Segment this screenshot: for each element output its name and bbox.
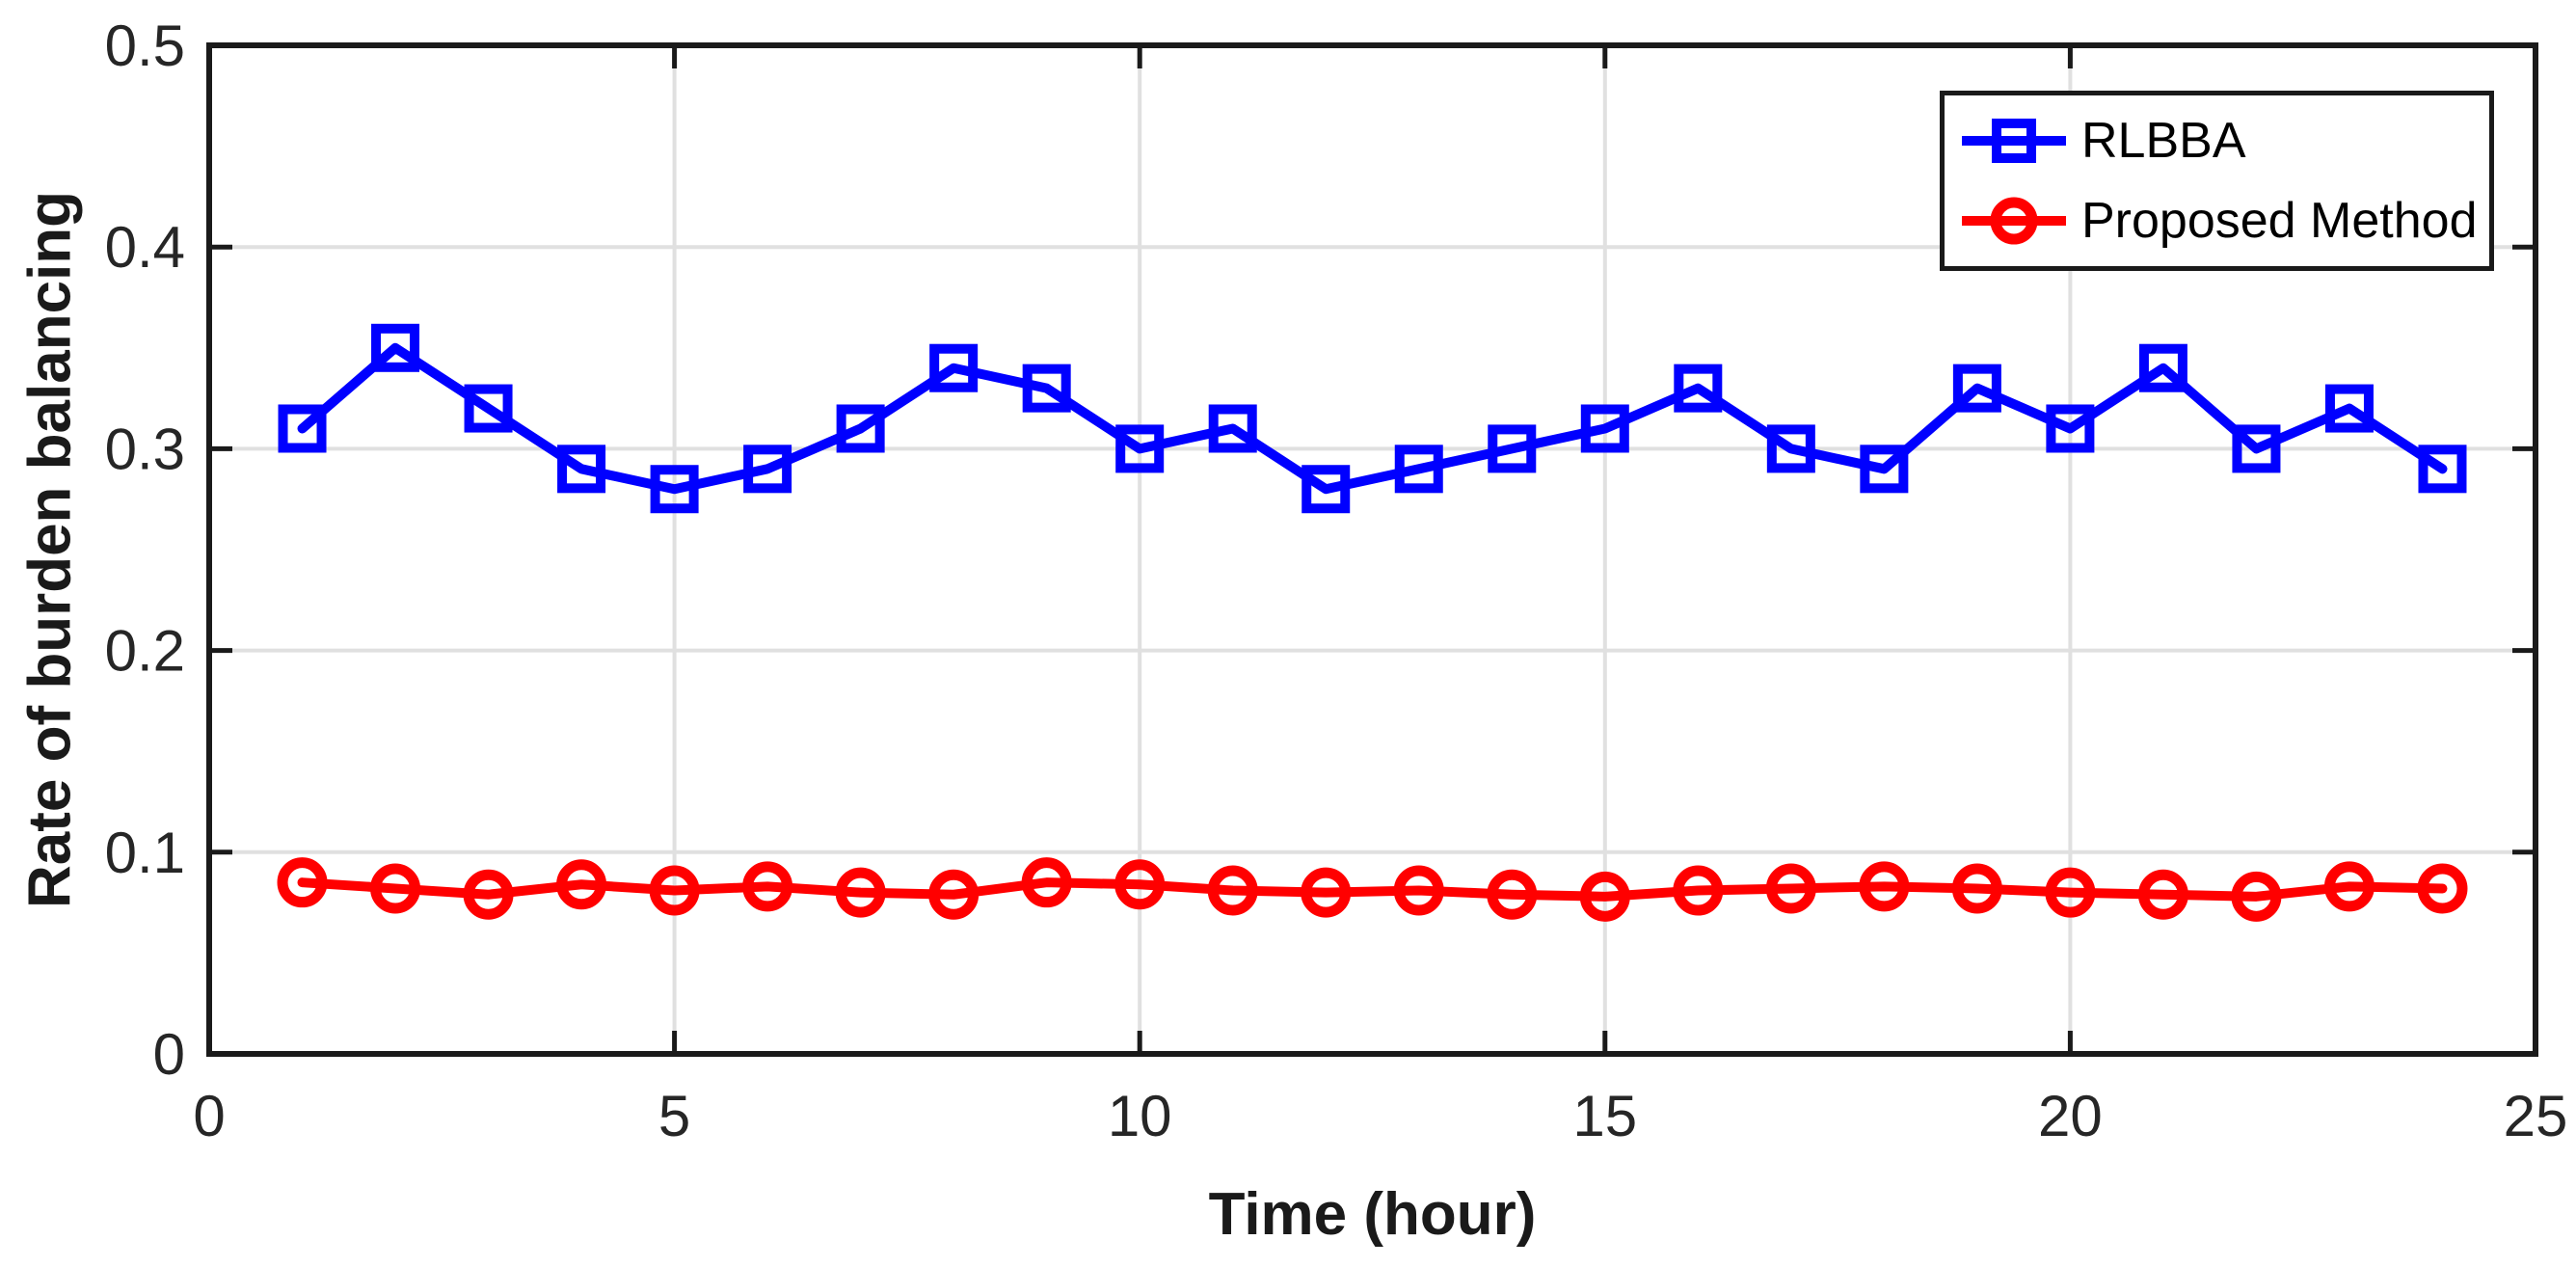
data-point-square	[1115, 424, 1165, 473]
data-point-circle	[1765, 863, 1816, 914]
y-tick-label: 0.5	[105, 13, 185, 78]
y-tick-label: 0.3	[105, 417, 185, 481]
data-point-circle	[649, 865, 700, 916]
data-point-square	[1766, 424, 1815, 473]
legend-entry-rlbba: RLBBA	[1960, 102, 2489, 179]
data-point-square	[650, 465, 699, 514]
data-point-square	[1394, 445, 1443, 494]
data-point-square	[464, 384, 513, 433]
series-line-circle	[297, 877, 2448, 902]
circle-marker-icon	[1962, 197, 2066, 245]
data-point-square	[2232, 424, 2281, 473]
legend-label: RLBBA	[2081, 113, 2246, 169]
series-line-square	[297, 342, 2448, 495]
data-point-square	[1208, 404, 1257, 453]
data-point-square	[2138, 343, 2187, 392]
x-tick-label: 0	[193, 1084, 225, 1148]
x-tick-label: 10	[1108, 1084, 1172, 1148]
data-point-circle	[835, 867, 886, 918]
data-point-square	[1952, 364, 2001, 413]
x-axis-label: Time (hour)	[1208, 1181, 1537, 1248]
data-point-square	[1674, 364, 1723, 413]
y-axis-label: Rate of burden balancing	[16, 190, 84, 909]
data-point-circle	[370, 863, 421, 914]
y-tick-label: 0	[153, 1022, 185, 1087]
y-tick-label: 0.1	[105, 821, 185, 885]
data-point-square	[557, 445, 606, 494]
x-tick-label: 15	[1572, 1084, 1637, 1148]
data-point-square	[1488, 424, 1537, 473]
data-point-circle	[1487, 869, 1538, 920]
data-point-square	[1580, 404, 1629, 453]
axes-box	[206, 42, 2538, 1057]
y-tick-label: 0.4	[105, 215, 185, 280]
data-point-circle	[742, 861, 793, 912]
data-point-circle	[1579, 871, 1630, 922]
data-point-circle	[1114, 859, 1166, 910]
data-point-circle	[556, 859, 607, 910]
data-point-circle	[277, 857, 328, 908]
data-point-square	[2418, 445, 2467, 494]
data-point-circle	[2045, 867, 2096, 918]
data-point-square	[929, 343, 979, 392]
data-point-square	[2324, 384, 2374, 433]
data-point-circle	[1951, 863, 2002, 914]
y-tick-label: 0.2	[105, 619, 185, 684]
data-point-square	[1860, 445, 1909, 494]
legend-label: Proposed Method	[2081, 193, 2478, 249]
data-point-circle	[2323, 861, 2375, 912]
square-marker-icon	[1962, 119, 2066, 163]
x-tick-label: 25	[2504, 1084, 2568, 1148]
legend: RLBBA Proposed Method	[1940, 91, 2494, 271]
data-point-circle	[1207, 865, 1258, 916]
data-point-circle	[2231, 871, 2282, 922]
data-point-circle	[2137, 869, 2188, 920]
data-point-square	[743, 445, 792, 494]
x-tick-label: 5	[658, 1084, 690, 1148]
data-point-square	[836, 404, 885, 453]
data-point-square	[1301, 465, 1351, 514]
data-point-square	[278, 404, 327, 453]
data-point-circle	[1859, 861, 1910, 912]
data-point-circle	[1021, 857, 1072, 908]
data-point-circle	[1673, 865, 1724, 916]
data-point-circle	[463, 869, 514, 920]
data-point-circle	[1393, 865, 1444, 916]
x-tick-label: 20	[2038, 1084, 2103, 1148]
data-point-circle	[1301, 867, 1352, 918]
legend-entry-proposed-method: Proposed Method	[1960, 182, 2489, 259]
data-point-circle	[2417, 863, 2468, 914]
data-point-square	[2046, 404, 2095, 453]
data-point-circle	[928, 869, 979, 920]
data-point-square	[1022, 364, 1071, 413]
data-point-square	[371, 323, 420, 372]
